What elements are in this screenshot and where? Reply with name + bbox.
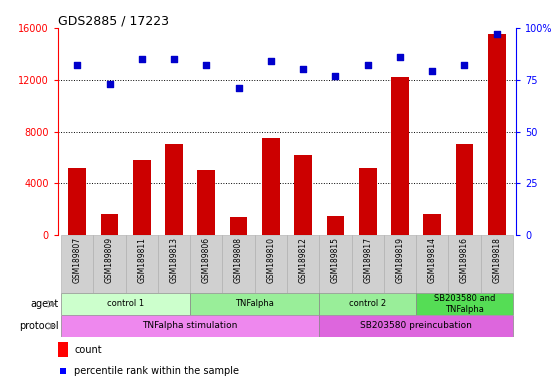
Text: GSM189809: GSM189809: [105, 237, 114, 283]
Text: GSM189812: GSM189812: [299, 237, 307, 283]
Point: [266, 58, 275, 64]
Bar: [424, 214, 441, 235]
Bar: [319, 315, 513, 337]
Point: [299, 66, 307, 73]
Text: agent: agent: [30, 299, 59, 309]
Bar: [165, 144, 183, 235]
Bar: [359, 168, 377, 235]
Bar: [287, 235, 319, 293]
Point: [202, 62, 211, 68]
Bar: [61, 235, 94, 293]
Bar: [198, 170, 215, 235]
Bar: [230, 217, 248, 235]
Bar: [58, 341, 68, 357]
Bar: [190, 235, 223, 293]
Bar: [480, 235, 513, 293]
Text: percentile rank within the sample: percentile rank within the sample: [74, 366, 239, 376]
Text: SB203580 preincubation: SB203580 preincubation: [360, 321, 472, 331]
Text: GSM189816: GSM189816: [460, 237, 469, 283]
Point: [137, 56, 146, 62]
Point: [170, 56, 179, 62]
Bar: [223, 235, 255, 293]
Text: SB203580 and
TNFalpha: SB203580 and TNFalpha: [434, 294, 495, 314]
Bar: [416, 293, 513, 315]
Bar: [455, 144, 473, 235]
Bar: [262, 138, 280, 235]
Point: [427, 68, 436, 74]
Text: GSM189815: GSM189815: [331, 237, 340, 283]
Point: [234, 85, 243, 91]
Text: GSM189818: GSM189818: [492, 237, 501, 283]
Text: TNFalpha: TNFalpha: [235, 300, 274, 308]
Text: GSM189806: GSM189806: [202, 237, 211, 283]
Point: [73, 62, 82, 68]
Bar: [61, 293, 190, 315]
Text: TNFalpha stimulation: TNFalpha stimulation: [142, 321, 238, 331]
Text: GSM189808: GSM189808: [234, 237, 243, 283]
Bar: [158, 235, 190, 293]
Bar: [133, 160, 151, 235]
Bar: [190, 293, 319, 315]
Bar: [448, 235, 480, 293]
Point: [363, 62, 372, 68]
Bar: [352, 235, 384, 293]
Bar: [294, 155, 312, 235]
Bar: [69, 168, 86, 235]
Bar: [255, 235, 287, 293]
Bar: [488, 35, 506, 235]
Bar: [416, 235, 448, 293]
Bar: [384, 235, 416, 293]
Point: [460, 62, 469, 68]
Point: [396, 54, 405, 60]
Text: GSM189813: GSM189813: [170, 237, 179, 283]
Text: control 2: control 2: [349, 300, 386, 308]
Text: count: count: [74, 344, 102, 354]
Bar: [94, 235, 126, 293]
Text: protocol: protocol: [19, 321, 59, 331]
Point: [331, 73, 340, 79]
Bar: [326, 215, 344, 235]
Bar: [61, 315, 319, 337]
Text: GSM189811: GSM189811: [137, 237, 146, 283]
Text: GDS2885 / 17223: GDS2885 / 17223: [58, 15, 169, 28]
Text: GSM189810: GSM189810: [266, 237, 276, 283]
Point: [105, 81, 114, 87]
Bar: [391, 77, 409, 235]
Bar: [319, 293, 416, 315]
Bar: [101, 214, 118, 235]
Text: GSM189807: GSM189807: [73, 237, 82, 283]
Text: GSM189817: GSM189817: [363, 237, 372, 283]
Text: GSM189814: GSM189814: [427, 237, 437, 283]
Bar: [126, 235, 158, 293]
Bar: [319, 235, 352, 293]
Text: control 1: control 1: [107, 300, 145, 308]
Point: [492, 31, 501, 37]
Text: GSM189819: GSM189819: [396, 237, 405, 283]
